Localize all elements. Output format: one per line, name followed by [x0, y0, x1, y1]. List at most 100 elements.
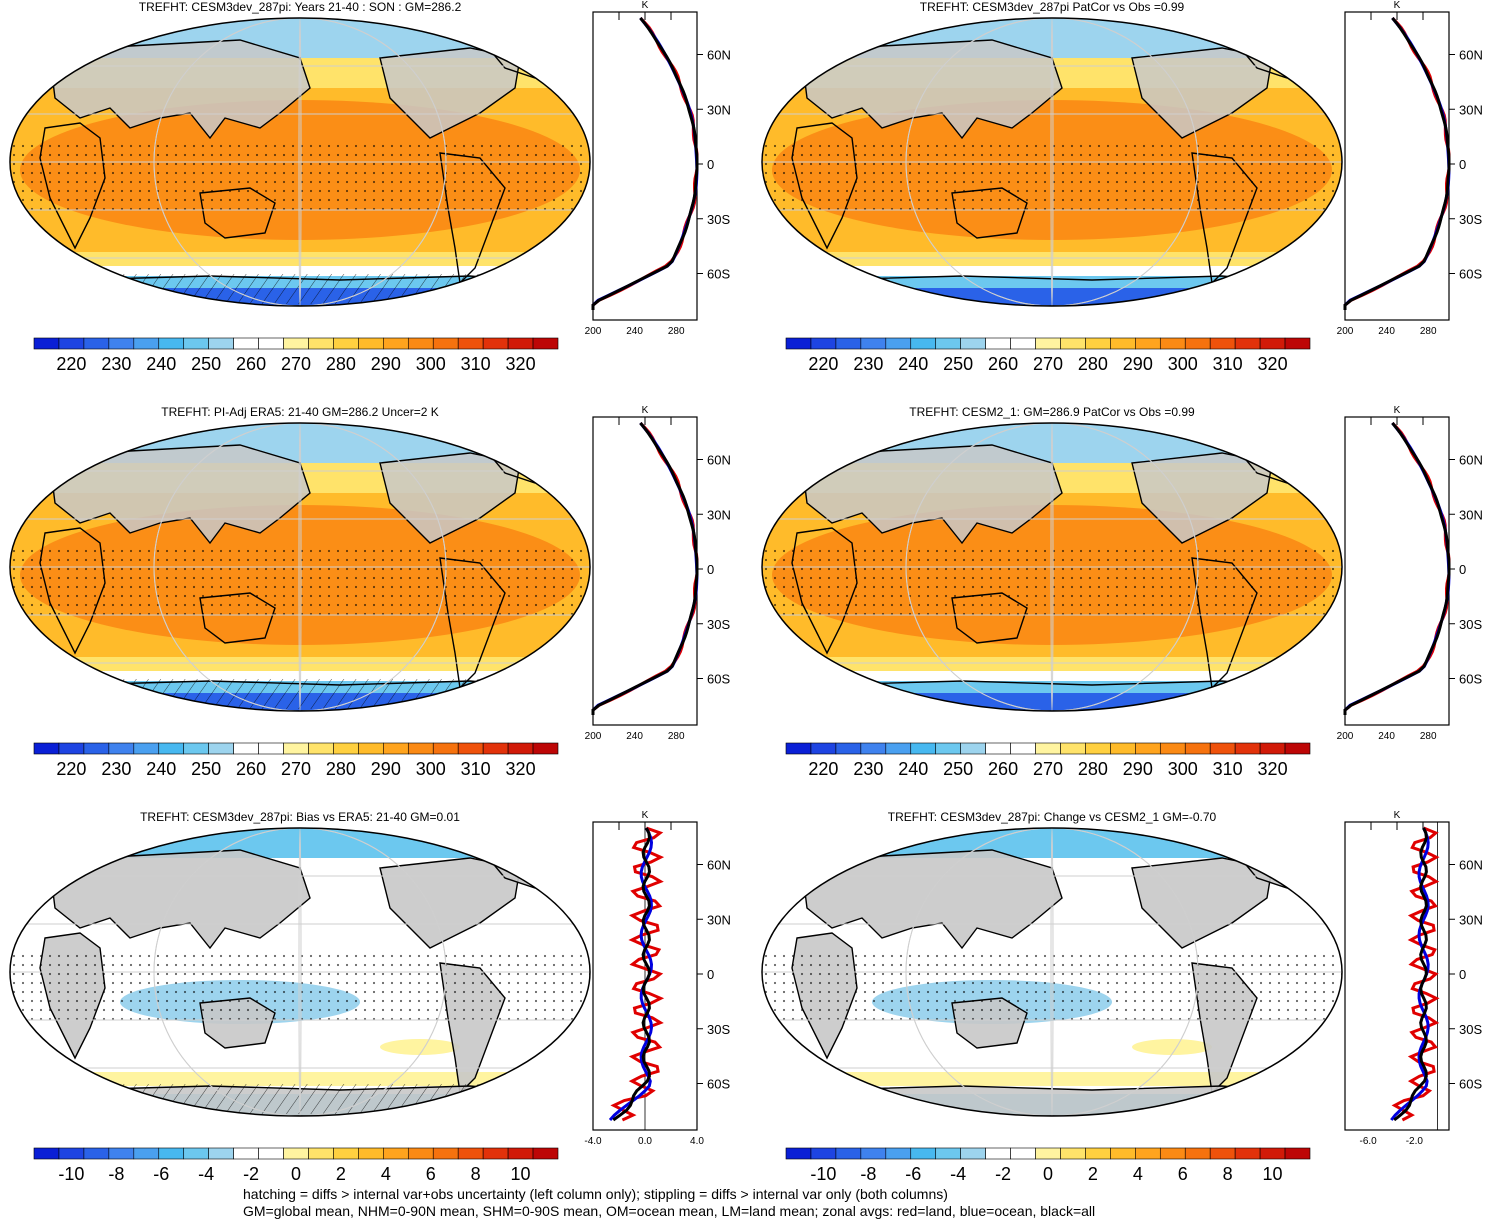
colorbar-box — [482, 337, 509, 350]
colorbar-box — [457, 337, 484, 350]
colorbar-box — [333, 337, 359, 350]
colorbar-tick-label: 230 — [101, 759, 131, 779]
colorbar-box — [1060, 742, 1086, 755]
stippling — [762, 952, 1342, 1022]
colorbar-tick-label: 310 — [1213, 354, 1243, 374]
zonal-y-tick-label: 60N — [707, 48, 731, 63]
zonal-y-tick-label: 0 — [1459, 157, 1466, 172]
zonal-y-tick-label: 30N — [707, 507, 731, 522]
colorbar-box — [1085, 742, 1111, 755]
gridline-lon — [153, 828, 447, 1116]
colorbar-box — [532, 337, 559, 350]
colorbar-box — [860, 1147, 887, 1160]
colorbar-box — [432, 337, 459, 350]
colorbar-box — [1234, 742, 1261, 755]
colorbar-box — [532, 1147, 559, 1160]
colorbar-box — [482, 1147, 509, 1160]
hatching — [10, 1084, 590, 1114]
zonal-y-tick-label: 60N — [1459, 453, 1483, 468]
colorbar-box — [1110, 1147, 1136, 1160]
zonal-land-line — [1391, 826, 1440, 1122]
map-1 — [9, 17, 591, 307]
colorbar-tick-label: 270 — [1033, 759, 1063, 779]
colorbar-tick-label: 260 — [236, 759, 266, 779]
panel-4: TREFHT: CESM2_1: GM=286.9 PatCor vs Obs … — [761, 405, 1483, 779]
colorbar-box — [960, 1147, 986, 1160]
colorbar-box — [407, 337, 434, 350]
zonal-x-tick-label: 200 — [585, 731, 602, 742]
colorbar-box — [482, 742, 509, 755]
colorbar-tick-label: 270 — [281, 759, 311, 779]
colorbar-box — [1110, 742, 1136, 755]
colorbar-tick-label: 310 — [461, 759, 491, 779]
stippling — [762, 547, 1342, 617]
colorbar-box — [358, 742, 384, 755]
colorbar-tick-label: 8 — [1223, 1164, 1233, 1184]
zonal-all-line — [1343, 17, 1451, 310]
zonal-all-line — [591, 422, 699, 715]
zonal-ocean-line — [1343, 422, 1451, 715]
colorbar-tick-label: 290 — [371, 759, 401, 779]
colorbar-box — [835, 1147, 862, 1160]
colorbar-box — [83, 1147, 110, 1160]
stippling — [10, 547, 590, 617]
zonal-land-line — [1343, 421, 1451, 715]
colorbar-box — [308, 337, 334, 350]
colorbar-tick-label: 230 — [101, 354, 131, 374]
zonal-y-tick-label: 60N — [707, 858, 731, 873]
colorbar-box — [1184, 1147, 1211, 1160]
colorbar-tick-label: -6 — [905, 1164, 921, 1184]
colorbar-box — [108, 742, 135, 755]
colorbar-box — [985, 742, 1011, 755]
map-3 — [9, 422, 591, 712]
map-antarctica — [762, 288, 1342, 306]
zonal-x-tick-label: -4.0 — [584, 1136, 602, 1147]
colorbar-tick-label: 320 — [1258, 759, 1288, 779]
panel-title: TREFHT: CESM2_1: GM=286.9 PatCor vs Obs … — [909, 405, 1195, 419]
gridline-lon — [298, 18, 302, 306]
zonal-y-tick-label: 60S — [707, 267, 730, 282]
colorbar-box — [58, 742, 85, 755]
colorbar-box — [785, 1147, 812, 1160]
colorbar-box — [432, 1147, 459, 1160]
colorbar-box — [1010, 742, 1036, 755]
colorbar-box — [960, 337, 986, 350]
colorbar-box — [432, 742, 459, 755]
colorbar-box — [1135, 1147, 1161, 1160]
stippling — [10, 952, 590, 1022]
colorbar-box — [985, 337, 1011, 350]
map-southern-white — [10, 266, 590, 276]
colorbar-box — [1060, 1147, 1086, 1160]
colorbar-box — [835, 337, 862, 350]
zonal-y-tick-label: 30S — [707, 617, 730, 632]
colorbar-box — [1234, 337, 1261, 350]
map-border — [761, 827, 1343, 1117]
panel-title: TREFHT: PI-Adj ERA5: 21-40 GM=286.2 Unce… — [161, 405, 438, 419]
colorbar-box — [835, 742, 862, 755]
panel-title: TREFHT: CESM3dev_287pi: Years 21-40 : SO… — [139, 0, 462, 14]
colorbar-box — [258, 337, 284, 350]
hatching — [10, 679, 590, 709]
colorbar-box — [158, 742, 185, 755]
map-arctic — [10, 423, 590, 463]
colorbar-box — [208, 337, 234, 350]
map-southern-white — [762, 266, 1342, 276]
zonal-unit-label: K — [642, 0, 649, 11]
gridline-lon — [153, 423, 447, 711]
gridline-lon — [298, 423, 302, 711]
colorbar-box — [1085, 337, 1111, 350]
colorbar-tick-label: 280 — [326, 354, 356, 374]
zonal-unit-label: K — [1394, 405, 1401, 416]
zonal-x-tick-label: 240 — [1378, 731, 1395, 742]
map-5 — [9, 827, 591, 1117]
colorbar-tick-label: -8 — [860, 1164, 876, 1184]
colorbar-box — [810, 1147, 837, 1160]
colorbar-box — [1159, 1147, 1186, 1160]
colorbar-tick-label: 220 — [56, 759, 86, 779]
colorbar-box — [133, 337, 160, 350]
colorbar-tick-label: 8 — [471, 1164, 481, 1184]
colorbar-box — [860, 337, 887, 350]
colorbar-box — [358, 337, 384, 350]
zonal-y-tick-label: 60S — [1459, 267, 1482, 282]
colorbar-box — [383, 1147, 409, 1160]
